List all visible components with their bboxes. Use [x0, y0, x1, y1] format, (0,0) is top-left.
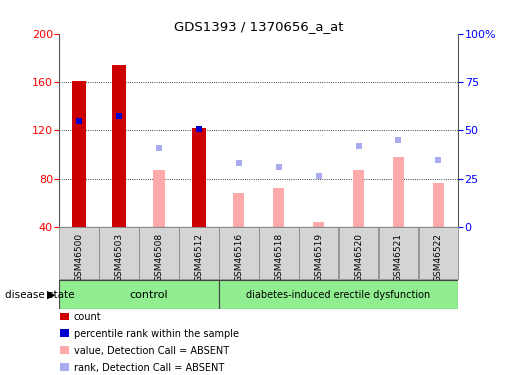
Bar	[233, 193, 245, 227]
Text: GSM46520: GSM46520	[354, 233, 363, 282]
Text: GSM46512: GSM46512	[195, 233, 203, 282]
Text: GSM46519: GSM46519	[314, 233, 323, 282]
Bar	[112, 65, 126, 227]
Title: GDS1393 / 1370656_a_at: GDS1393 / 1370656_a_at	[174, 20, 344, 33]
Bar	[273, 188, 284, 227]
Bar	[60, 363, 70, 371]
Text: GSM46503: GSM46503	[115, 233, 124, 282]
Bar	[219, 227, 259, 279]
Text: rank, Detection Call = ABSENT: rank, Detection Call = ABSENT	[74, 363, 224, 372]
Bar	[379, 227, 418, 279]
Text: percentile rank within the sample: percentile rank within the sample	[74, 329, 238, 339]
Text: disease state: disease state	[5, 290, 75, 300]
Bar	[353, 170, 364, 227]
Bar	[259, 227, 299, 279]
Text: GSM46522: GSM46522	[434, 233, 443, 282]
Bar	[153, 170, 165, 227]
Bar	[60, 330, 70, 337]
Bar	[192, 128, 206, 227]
Bar	[339, 227, 379, 279]
Bar	[419, 227, 458, 279]
Text: value, Detection Call = ABSENT: value, Detection Call = ABSENT	[74, 346, 229, 355]
Bar	[393, 157, 404, 227]
Bar	[313, 222, 324, 227]
Bar	[99, 227, 139, 279]
Text: ▶: ▶	[47, 290, 56, 300]
Text: GSM46518: GSM46518	[274, 233, 283, 282]
Bar	[59, 280, 219, 309]
Text: diabetes-induced erectile dysfunction: diabetes-induced erectile dysfunction	[247, 290, 431, 300]
Text: GSM46500: GSM46500	[75, 233, 83, 282]
Text: GSM46521: GSM46521	[394, 233, 403, 282]
Text: GSM46508: GSM46508	[154, 233, 163, 282]
Text: control: control	[130, 290, 168, 300]
Bar	[179, 227, 219, 279]
Bar	[72, 81, 86, 227]
Bar	[139, 227, 179, 279]
Bar	[60, 346, 70, 354]
Bar	[433, 183, 444, 227]
Bar	[59, 227, 99, 279]
Text: GSM46516: GSM46516	[234, 233, 243, 282]
Bar	[219, 280, 458, 309]
Bar	[60, 313, 70, 320]
Bar	[299, 227, 338, 279]
Text: count: count	[74, 312, 101, 322]
